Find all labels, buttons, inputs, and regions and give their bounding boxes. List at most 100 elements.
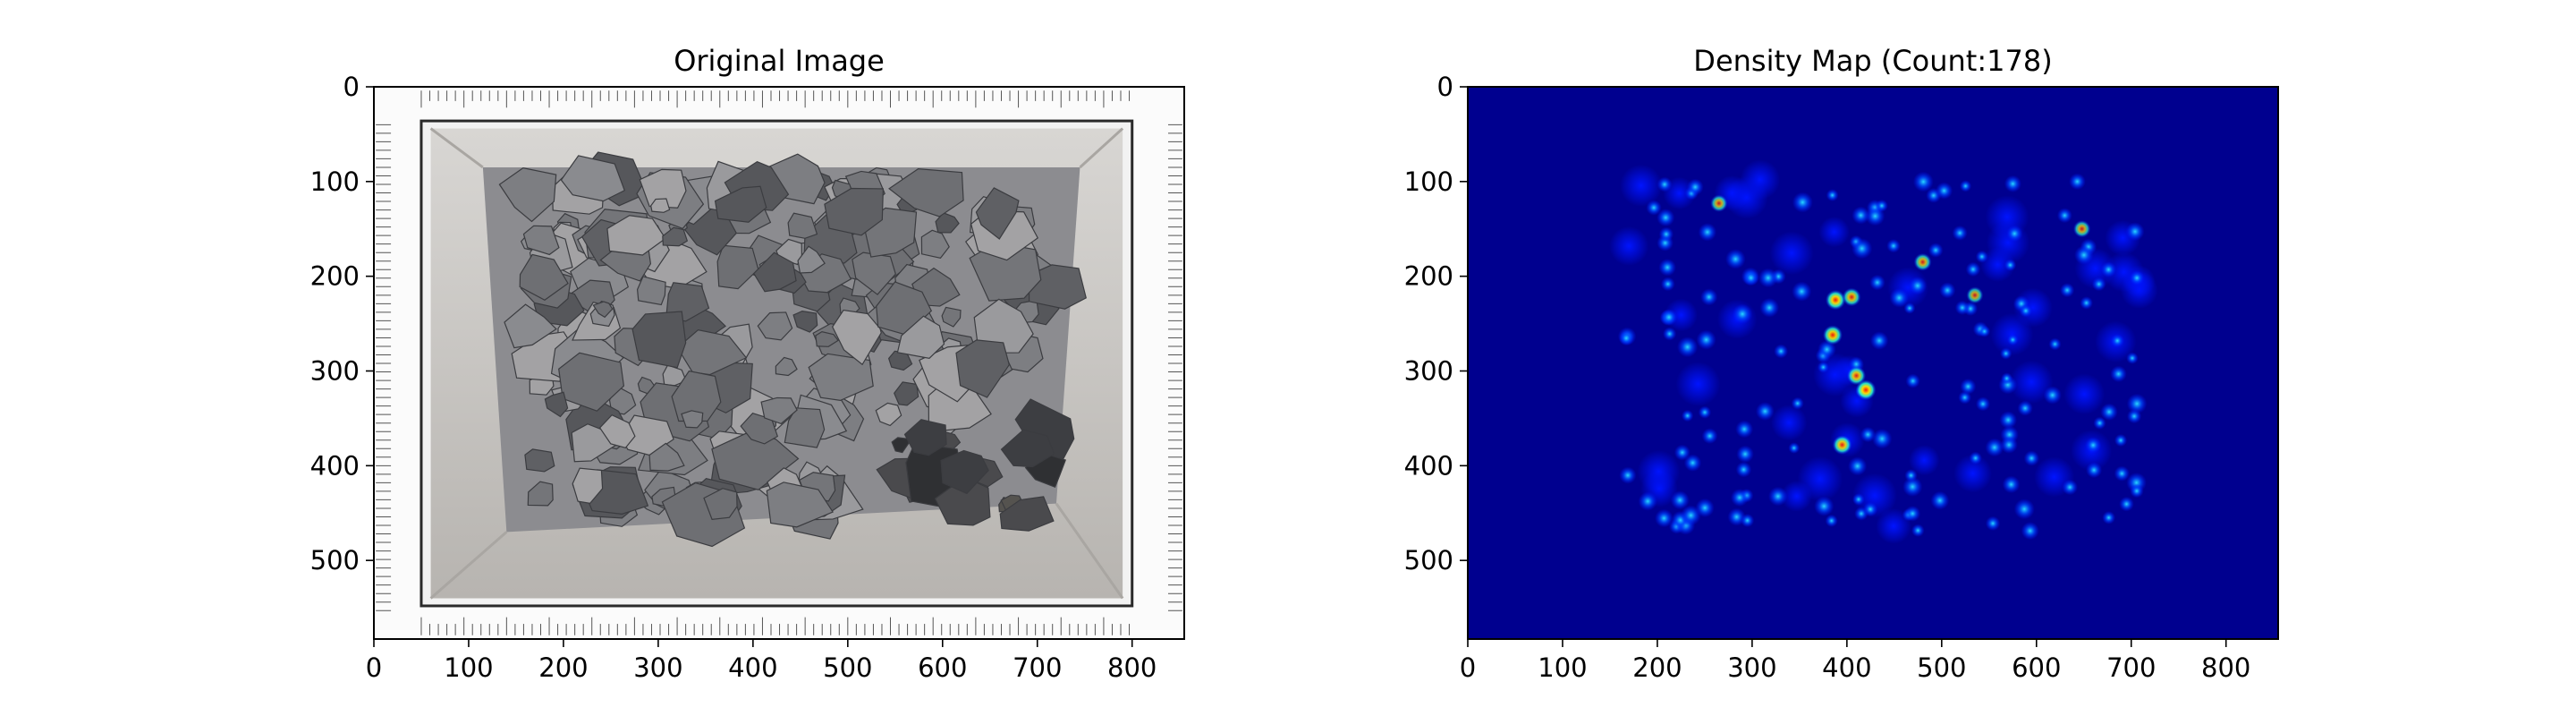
density-blob — [1770, 405, 1808, 441]
density-blob — [1609, 226, 1649, 266]
density-blob — [1676, 337, 1699, 358]
density-blob — [1681, 409, 1694, 422]
density-blob — [1774, 344, 1789, 359]
rock — [941, 306, 962, 328]
density-blob — [1953, 454, 1993, 493]
rock — [703, 488, 738, 520]
density-blob — [1986, 220, 2030, 265]
rock — [775, 356, 798, 377]
density-blob — [2023, 450, 2040, 466]
density-blob — [1852, 238, 1873, 260]
density-blob — [1852, 493, 1865, 506]
density-blob — [1886, 238, 1901, 253]
density-blob — [2004, 175, 2022, 192]
density-blob — [1818, 340, 1836, 359]
density-hotspot — [2072, 220, 2091, 238]
rock — [792, 311, 818, 333]
rock — [760, 396, 798, 425]
density-blob — [1675, 362, 1721, 407]
original-y-tick-label: 0 — [343, 72, 360, 102]
rock — [572, 467, 604, 504]
density-blob — [1912, 171, 1934, 192]
rock — [973, 298, 1034, 354]
density-blob — [1730, 488, 1749, 507]
rock — [935, 212, 960, 234]
density-y-tick-label: 500 — [1404, 545, 1453, 575]
density-blob — [2006, 334, 2019, 346]
density-blob — [2091, 277, 2106, 292]
density-blob — [1792, 281, 1812, 302]
density-blob — [2060, 283, 2075, 298]
density-blob — [1792, 192, 1813, 213]
density-hotspot — [1966, 286, 1984, 304]
density-blob — [2069, 173, 2086, 191]
density-blob — [1725, 249, 1746, 269]
rock — [716, 244, 759, 290]
original-x-tick-label: 0 — [366, 652, 382, 683]
density-blob — [1696, 329, 1716, 350]
density-blob — [1619, 330, 1634, 346]
density-blob — [2002, 475, 2021, 494]
density-blob — [2102, 510, 2116, 524]
density-blob — [1759, 297, 1780, 318]
box-edge — [1079, 127, 1124, 169]
density-map-title: Density Map (Count:178) — [1693, 44, 2052, 78]
original-y-tick-label: 300 — [310, 355, 360, 386]
density-blob — [2043, 386, 2062, 405]
density-blob — [2080, 296, 2093, 310]
density-blob — [2126, 393, 2148, 414]
density-x-tick-label: 800 — [2201, 652, 2250, 683]
density-blob — [2021, 522, 2039, 541]
original-x-tick-label: 100 — [444, 652, 493, 683]
density-blob — [1655, 508, 1674, 528]
rock — [606, 215, 666, 256]
density-blob — [1735, 420, 1754, 439]
rock — [631, 311, 687, 369]
rock — [808, 353, 874, 402]
density-blob — [1674, 444, 1690, 461]
density-x-tick-label: 200 — [1632, 652, 1682, 683]
density-hotspot — [1832, 435, 1852, 455]
density-blob — [2125, 222, 2145, 242]
rock — [519, 253, 569, 301]
density-blob — [1817, 361, 1830, 373]
rock — [815, 330, 839, 347]
density-hotspot — [1842, 287, 1861, 307]
density-blob — [2019, 303, 2033, 318]
rock — [527, 481, 554, 507]
rock — [999, 496, 1055, 532]
density-blob — [1965, 261, 1981, 277]
density-blob — [1683, 454, 1702, 472]
density-blob — [2100, 403, 2118, 421]
density-blob — [1660, 308, 1678, 326]
density-blob — [2110, 334, 2124, 348]
density-blob — [1904, 469, 1918, 482]
density-x-tick-label: 700 — [2106, 652, 2156, 683]
density-blob — [1999, 347, 2012, 360]
density-y-tick-label: 300 — [1404, 355, 1453, 386]
original-x-tick-label: 800 — [1107, 652, 1157, 683]
original-y-tick-label: 500 — [310, 545, 360, 575]
original-y-tick-label: 100 — [310, 166, 360, 197]
box-edge — [429, 531, 508, 600]
density-blob — [1698, 405, 1712, 419]
density-blob — [1686, 178, 1704, 196]
density-blob — [1959, 180, 1972, 192]
rock — [598, 413, 636, 449]
density-blob — [2004, 259, 2017, 272]
density-blob — [2086, 462, 2103, 479]
density-y-tick-label: 0 — [1437, 72, 1453, 102]
original-x-tick-label: 200 — [538, 652, 588, 683]
density-blob — [1869, 274, 1885, 291]
rock — [753, 251, 797, 293]
density-blob — [1903, 302, 1916, 314]
density-blob — [1871, 428, 1893, 449]
rock — [650, 198, 671, 213]
density-blob — [1902, 476, 1923, 498]
rock — [969, 242, 1042, 302]
density-x-tick-label: 0 — [1460, 652, 1476, 683]
rock — [524, 448, 555, 473]
density-blob — [1860, 426, 1877, 443]
original-image-frame — [373, 86, 1185, 640]
